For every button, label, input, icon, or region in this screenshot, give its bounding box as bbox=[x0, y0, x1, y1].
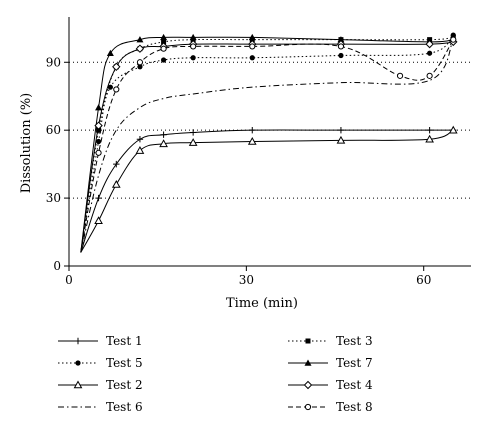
data-point-test-2-4 bbox=[159, 139, 168, 148]
data-point-test-1-1 bbox=[95, 194, 102, 202]
data-point-test-7-6 bbox=[248, 33, 256, 41]
data-point-test-5-3 bbox=[137, 64, 143, 70]
data-point-test-8-1 bbox=[95, 149, 102, 156]
data-point-test-8-3 bbox=[136, 59, 144, 66]
legend-label-test-1: Test 1 bbox=[106, 334, 143, 348]
data-point-test-5-5 bbox=[190, 55, 196, 61]
data-point-test-4-3 bbox=[135, 44, 145, 53]
legend-label-test-6: Test 6 bbox=[106, 400, 143, 414]
data-point-test-8-8 bbox=[396, 72, 404, 79]
series-line-test-4 bbox=[80, 41, 454, 253]
series-lines bbox=[80, 34, 454, 253]
legend-marker-test-7 bbox=[304, 359, 312, 366]
legend-marker-test-1 bbox=[74, 337, 82, 345]
data-point-test-5-4 bbox=[160, 57, 167, 63]
series-line-test-1 bbox=[80, 129, 454, 253]
legend-marker-test-4 bbox=[303, 380, 313, 390]
data-point-test-5-1 bbox=[95, 138, 102, 145]
x-tick-label-60: 60 bbox=[416, 273, 431, 287]
data-point-test-2-5 bbox=[188, 138, 198, 146]
data-point-test-8-5 bbox=[190, 43, 197, 50]
series-line-test-5 bbox=[80, 34, 454, 253]
data-point-test-8-7 bbox=[337, 43, 345, 50]
axes bbox=[64, 17, 471, 271]
data-point-test-4-8 bbox=[425, 39, 434, 49]
data-point-test-5-6 bbox=[249, 55, 255, 61]
data-point-test-2-1 bbox=[94, 216, 103, 225]
data-point-test-2-7 bbox=[336, 135, 346, 144]
data-point-test-2-3 bbox=[135, 146, 145, 154]
legend-label-test-5: Test 5 bbox=[106, 356, 143, 370]
data-point-test-5-8 bbox=[427, 50, 433, 56]
y-axis-label: Dissolution (%) bbox=[19, 93, 34, 194]
data-point-test-1-7 bbox=[337, 126, 345, 134]
series-markers bbox=[94, 32, 458, 225]
legend-marker-test-5 bbox=[75, 360, 81, 366]
series-line-test-8 bbox=[80, 39, 454, 253]
tick-labels: 0 30 60 90 0 30 60 bbox=[46, 55, 432, 287]
data-point-test-3-1 bbox=[96, 127, 102, 133]
data-point-test-1-8 bbox=[426, 126, 433, 134]
data-point-test-5-9 bbox=[450, 32, 456, 38]
legend-marker-test-3 bbox=[305, 338, 311, 344]
data-point-test-1-2 bbox=[113, 160, 120, 168]
series-line-test-3 bbox=[80, 36, 454, 253]
data-point-test-2-2 bbox=[111, 179, 121, 188]
data-point-test-8-9 bbox=[426, 72, 433, 79]
legend-marker-test-8 bbox=[304, 403, 312, 411]
x-tick-label-30: 30 bbox=[239, 273, 254, 287]
data-point-test-1-6 bbox=[249, 126, 256, 134]
legend-label-test-2: Test 2 bbox=[106, 378, 143, 392]
legend-marker-test-2 bbox=[73, 380, 83, 389]
data-point-test-2-8 bbox=[425, 134, 434, 143]
data-point-test-4-1 bbox=[94, 121, 103, 130]
data-point-test-2-9 bbox=[448, 125, 458, 134]
data-point-test-4-2 bbox=[112, 62, 121, 72]
legend-label-test-3: Test 3 bbox=[336, 334, 373, 348]
data-point-test-8-4 bbox=[160, 45, 167, 52]
data-point-test-5-7 bbox=[338, 52, 344, 59]
data-point-test-7-2 bbox=[106, 49, 114, 57]
data-point-test-7-3 bbox=[136, 36, 144, 43]
series-line-test-7 bbox=[80, 36, 454, 253]
data-point-test-5-2 bbox=[107, 84, 113, 90]
x-tick-label-0: 0 bbox=[65, 273, 73, 287]
data-point-test-1-3 bbox=[136, 136, 144, 143]
data-point-test-8-2 bbox=[113, 86, 120, 93]
legend-label-test-8: Test 8 bbox=[336, 400, 373, 414]
x-axis-label: Time (min) bbox=[226, 296, 298, 311]
legend-label-test-4: Test 4 bbox=[336, 378, 373, 392]
legend-label-test-7: Test 7 bbox=[336, 356, 373, 370]
y-tick-label-90: 90 bbox=[46, 55, 61, 69]
y-tick-label-30: 30 bbox=[46, 191, 61, 205]
data-point-test-7-5 bbox=[189, 33, 197, 41]
data-point-test-8-6 bbox=[249, 43, 256, 50]
data-point-test-1-5 bbox=[189, 129, 197, 136]
series-line-test-2 bbox=[80, 129, 454, 253]
data-point-test-2-6 bbox=[247, 136, 257, 145]
y-tick-label-60: 60 bbox=[46, 123, 61, 137]
y-tick-label-0: 0 bbox=[53, 259, 61, 273]
series-line-test-6 bbox=[80, 39, 454, 253]
data-point-test-7-1 bbox=[95, 104, 103, 111]
data-point-test-7-7 bbox=[337, 36, 345, 43]
data-point-test-7-4 bbox=[160, 33, 168, 41]
data-point-test-1-4 bbox=[160, 131, 167, 138]
data-point-test-3-4 bbox=[161, 39, 167, 45]
legend: Test 1 Test 3 Test 5 Test 7 Test 2 Test 4 Test… bbox=[58, 334, 373, 414]
data-point-test-8-10 bbox=[450, 36, 457, 43]
